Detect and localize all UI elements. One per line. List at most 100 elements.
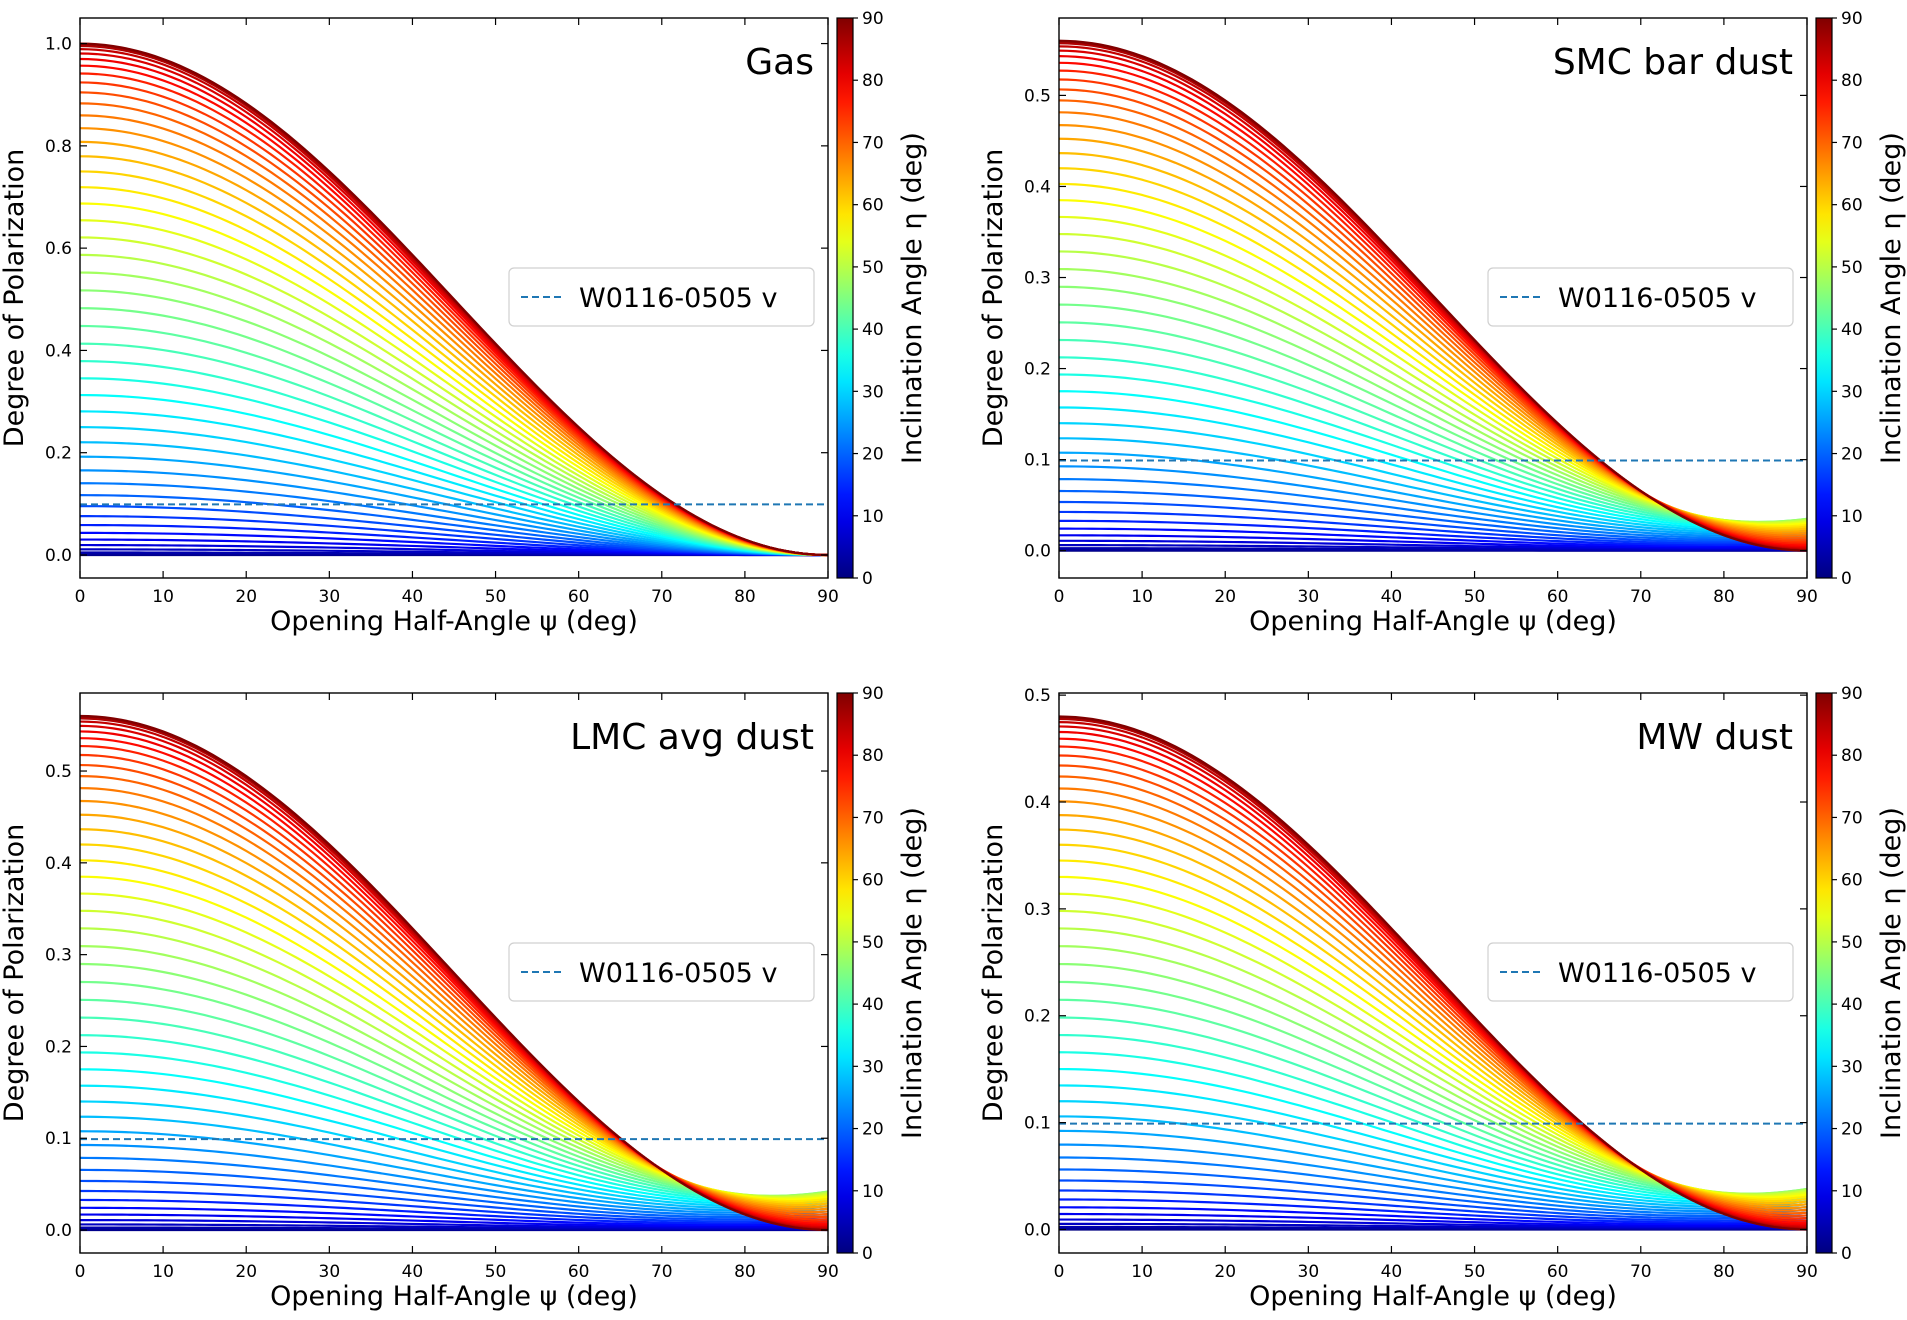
curve-eta-12 (1059, 1206, 1807, 1226)
curve-eta-16 (1059, 510, 1807, 545)
curve-eta-10 (1059, 1212, 1807, 1227)
panel-3: 0 10 20 30 40 50 60 70 80 90 0.0 0.1 0.2 0.3 0.4 0.5 Ope… (0, 684, 928, 1312)
x-tick-label: 50 (1464, 587, 1486, 607)
curve-eta-22 (80, 1156, 828, 1216)
x-tick-label: 10 (1131, 1262, 1153, 1282)
colorbar: 0 10 20 30 40 50 60 70 80 90 Inclination Angle η (… (836, 684, 928, 1264)
legend: W0116-0505 v (508, 267, 815, 327)
curve-eta-34 (80, 393, 828, 557)
x-tick-label: 10 (152, 587, 174, 607)
colorbar-tick-label: 30 (862, 1057, 884, 1077)
curve-eta-8 (1059, 539, 1807, 550)
legend-box (508, 942, 815, 1002)
colorbar-tick-label: 80 (862, 71, 884, 91)
x-tick-label: 30 (1298, 1262, 1320, 1282)
colorbar-tick-label: 60 (1841, 871, 1863, 891)
curve-eta-90 (80, 714, 828, 1232)
x-tick-label: 40 (1381, 587, 1403, 607)
colorbar-tick-label: 0 (862, 1244, 873, 1264)
x-tick-label: 10 (152, 1262, 174, 1282)
curve-eta-18 (1059, 1179, 1807, 1220)
x-tick-label: 40 (402, 587, 424, 607)
curve-eta-22 (1059, 1156, 1807, 1215)
curve-eta-34 (1059, 390, 1807, 528)
axes-frame (1058, 17, 1808, 579)
colorbar-tick-label: 20 (1841, 1120, 1863, 1140)
curve-eta-8 (1059, 1218, 1807, 1229)
legend-label: W0116-0505 v (1558, 958, 1756, 989)
colorbar-tick-label: 70 (1841, 808, 1863, 828)
colorbar: 0 10 20 30 40 50 60 70 80 90 Inclination Angle η (… (1815, 9, 1907, 589)
x-tick-label: 50 (485, 587, 507, 607)
y-tick-label: 0.8 (45, 137, 72, 157)
colorbar-tick-label: 40 (862, 995, 884, 1015)
y-tick-label: 0.1 (45, 1129, 72, 1149)
colorbar-tick-label: 90 (1841, 9, 1863, 29)
y-axis-label: Degree of Polarization (978, 149, 1009, 447)
curves (1059, 715, 1807, 1231)
colorbar-tick-label: 90 (1841, 684, 1863, 704)
panel-4: 0 10 20 30 40 50 60 70 80 90 0.0 0.1 0.2 0.3 0.4 0.5 Ope… (978, 684, 1907, 1312)
curve-eta-16 (1059, 1189, 1807, 1222)
colorbar-label: Inclination Angle η (deg) (897, 807, 928, 1139)
y-tick-label: 0.2 (1024, 1007, 1051, 1027)
colorbar-tick-label: 30 (1841, 1057, 1863, 1077)
x-tick-label: 60 (568, 587, 590, 607)
curve-eta-26 (1059, 1129, 1807, 1210)
colorbar-tick-label: 50 (1841, 258, 1863, 278)
y-tick-label: 0.1 (1024, 451, 1051, 471)
colorbar-tick-label: 60 (862, 196, 884, 216)
curve-eta-14 (1059, 1198, 1807, 1224)
curves (80, 42, 828, 557)
curve-eta-22 (1059, 478, 1807, 539)
panel-label: MW dust (1636, 717, 1793, 758)
colorbar-tick-label: 90 (862, 9, 884, 29)
legend-label: W0116-0505 v (579, 958, 777, 989)
panel-label: SMC bar dust (1553, 42, 1793, 83)
x-tick-label: 40 (1381, 1262, 1403, 1282)
curve-eta-26 (80, 1130, 828, 1212)
curve-eta-18 (1059, 500, 1807, 543)
y-tick-label: 0.5 (1024, 86, 1051, 106)
curves (1059, 39, 1807, 552)
curve-eta-20 (1059, 1168, 1807, 1218)
curve-eta-44 (80, 307, 828, 557)
colorbar-tick-label: 60 (1841, 196, 1863, 216)
x-tick-label: 90 (1796, 1262, 1818, 1282)
curve-eta-90 (80, 42, 828, 557)
curve-eta-66 (1059, 800, 1807, 1210)
panel-2: 0 10 20 30 40 50 60 70 80 90 0.0 0.1 0.2 0.3 0.4 0.5 Ope… (978, 9, 1907, 637)
x-tick-label: 70 (1630, 1262, 1652, 1282)
colorbar-tick-label: 90 (862, 684, 884, 704)
curve-eta-62 (1059, 828, 1807, 1205)
curve-eta-48 (80, 271, 828, 557)
curve-eta-28 (1059, 437, 1807, 534)
legend-box (1487, 942, 1794, 1002)
y-tick-label: 0.5 (1024, 686, 1051, 706)
colorbar-tick-label: 20 (862, 1120, 884, 1140)
x-tick-label: 0 (1054, 587, 1065, 607)
curve-eta-24 (1059, 1143, 1807, 1213)
curve-eta-40 (80, 342, 828, 557)
x-tick-label: 40 (402, 1262, 424, 1282)
curve-eta-42 (80, 324, 828, 557)
legend-box (508, 267, 815, 327)
curve-eta-56 (80, 202, 828, 557)
axes-frame (79, 692, 829, 1254)
axes-frame (1058, 692, 1808, 1254)
colorbar-tick-label: 20 (862, 445, 884, 465)
curve-eta-68 (80, 114, 828, 557)
colorbar-gradient (1815, 692, 1833, 1254)
curve-eta-24 (80, 1143, 828, 1214)
curve-eta-64 (80, 813, 828, 1209)
colorbar-tick-label: 30 (1841, 382, 1863, 402)
y-tick-label: 0.4 (1024, 793, 1051, 813)
curve-eta-12 (1059, 527, 1807, 548)
x-tick-label: 60 (568, 1262, 590, 1282)
panel-label: LMC avg dust (570, 717, 814, 758)
colorbar-label: Inclination Angle η (deg) (897, 132, 928, 464)
x-tick-label: 90 (817, 587, 839, 607)
colorbar-tick-label: 40 (1841, 320, 1863, 340)
y-axis-label: Degree of Polarization (0, 149, 30, 447)
x-tick-label: 80 (734, 587, 756, 607)
